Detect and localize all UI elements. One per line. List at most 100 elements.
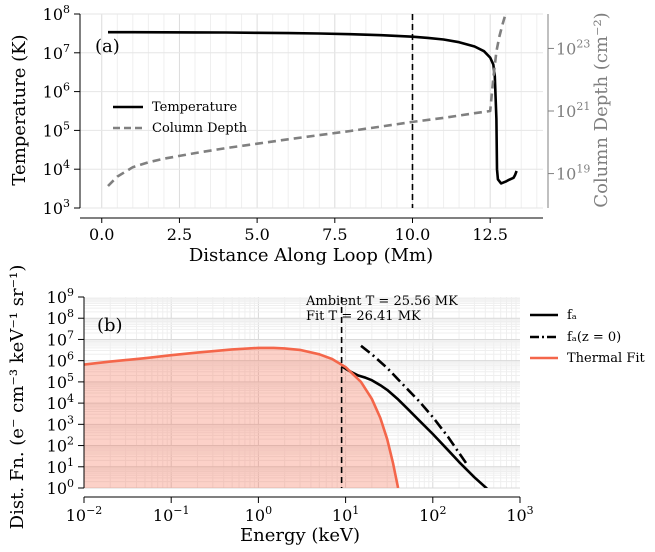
panel-b-x-tick-label-base: 10 [153, 506, 173, 525]
panel-b-x-tick-label: 10−2 [66, 504, 103, 525]
panel-a-y-tick-label: 107 [43, 42, 70, 63]
panel-a-y-tick-label-exponent: 7 [63, 42, 70, 55]
panel-b-x-tick-label-base: 10 [66, 506, 86, 525]
legend-column-depth-label: Column Depth [152, 121, 248, 136]
panel-b-y-tick-label-base: 10 [47, 415, 67, 434]
panel-a-right-tick-label-exponent: 23 [576, 37, 590, 50]
panel-a-series-line-temperature [108, 30, 518, 185]
panel-a-right-tick-label: 1019 [556, 163, 590, 184]
legend-temperature-label: Temperature [152, 100, 237, 115]
panel-a-y-tick-label-base: 10 [43, 44, 63, 63]
panel-b-y-tick-label-base: 10 [47, 394, 67, 413]
panel-a-y-tick-label-base: 10 [43, 83, 63, 102]
panel-b-y-tick-label-base: 10 [47, 373, 67, 392]
panel-a-series-line-column-depth [107, 14, 507, 187]
panel-a-y-axis-label: Temperature (K) [9, 34, 30, 185]
panel-a-x-tick-label: 5.0 [244, 225, 269, 244]
panel-a-x-tick-label: 2.5 [167, 225, 192, 244]
panel-a-right-tick-label-base: 10 [556, 39, 576, 58]
panel-a-right-tick-label: 1023 [556, 37, 590, 58]
panel-b-x-tick-label: 101 [332, 504, 359, 525]
panel-b-y-tick-label-base: 10 [47, 437, 67, 456]
panel-a-grid [80, 13, 543, 209]
panel-b-y-tick-label-exponent: 8 [67, 307, 74, 320]
panel-a-right-tick-label: 1021 [556, 100, 590, 121]
panel-b-ticks: 10−2 10−1 100 101 102 10310010110210310410510… [47, 286, 534, 525]
panel-b-y-tick-label: 108 [47, 307, 74, 328]
panel-b-x-tick-label-base: 10 [332, 506, 352, 525]
panel-a-x-tick-label: 12.5 [472, 225, 508, 244]
panel-b-y-tick-label-exponent: 1 [67, 456, 74, 469]
panel-b-x-tick-label: 10−1 [153, 504, 190, 525]
panel-b-label: (b) [97, 315, 123, 336]
panel-a-legend: Temperature Column Depth [113, 100, 248, 136]
panel-b-y-tick-label-exponent: 4 [67, 392, 74, 405]
panel-a-y-tick-label: 108 [43, 3, 70, 24]
panel-b-y-axis-label: Dist. Fn. (e⁻ cm⁻³ keV⁻¹ sr⁻¹) [7, 265, 28, 530]
panel-b-y-tick-label: 106 [47, 350, 74, 371]
panel-b-y-tick-label: 101 [47, 456, 74, 477]
panel-b-y-tick-label-exponent: 3 [67, 413, 74, 426]
panel-a-y-tick-label-exponent: 5 [63, 119, 70, 132]
panel-a-right-tick-label-exponent: 21 [576, 100, 590, 113]
panel-a-x-axis-label: Distance Along Loop (Mm) [189, 245, 433, 266]
panel-a-x-tick-label: 7.5 [322, 225, 347, 244]
panel-a-y-tick-label-base: 10 [43, 121, 63, 140]
panel-b-x-tick-label-exponent: 1 [352, 504, 359, 517]
panel-a-y-tick-label-exponent: 3 [63, 197, 70, 210]
panel-b-y-tick-label-exponent: 9 [67, 286, 74, 299]
panel-a-right-tick-label-base: 10 [556, 165, 576, 184]
panel-b-y-tick-label: 104 [47, 392, 74, 413]
panel-b-y-tick-label-base: 10 [47, 309, 67, 328]
legend-fa-label: fₐ [567, 308, 577, 323]
panel-a-y-tick-label-base: 10 [43, 5, 63, 24]
panel-b-x-tick-label-exponent: 2 [439, 504, 446, 517]
panel-b-series-line [84, 346, 400, 488]
panel-b-y-tick-label-base: 10 [47, 458, 67, 477]
panel-a-x-tick-label: 0.0 [89, 225, 114, 244]
panel-b-y-tick-label: 107 [47, 328, 74, 349]
panel-b-y-tick-label: 100 [47, 477, 74, 498]
annotation-fit-temperature: Fit T = 26.41 MK [306, 309, 421, 324]
panel-a-y-tick-label-exponent: 6 [63, 81, 70, 94]
panel-a-series [107, 14, 518, 187]
panel-b-y-tick-label-base: 10 [47, 288, 67, 307]
panel-b-y-tick-label-base: 10 [47, 479, 67, 498]
panel-b-y-tick-label-base: 10 [47, 330, 67, 349]
panel-b-y-tick-label-exponent: 7 [67, 328, 74, 341]
panel-b-x-tick-label-exponent: 3 [527, 504, 534, 517]
panel-b-y-tick-label-exponent: 5 [67, 371, 74, 384]
panel-a-plot-area [80, 14, 543, 208]
panel-b-grid [83, 297, 520, 489]
panel-b-legend: fₐ fₐ(z = 0) Thermal Fit [530, 308, 645, 366]
panel-a-y-tick-label: 105 [43, 119, 70, 140]
panel-a-x-tick-label: 10.0 [395, 225, 431, 244]
panel-b-x-tick-label-base: 10 [506, 506, 526, 525]
legend-fa-z0-label: fₐ(z = 0) [567, 330, 621, 345]
panel-b-x-tick-label-base: 10 [419, 506, 439, 525]
panel-b-y-tick-label: 105 [47, 371, 74, 392]
panel-a-y-tick-label-exponent: 8 [63, 3, 70, 16]
panel-a-y-tick-label-base: 10 [43, 160, 63, 179]
panel-a-y-tick-label: 106 [43, 81, 70, 102]
panel-a-right-tick-label-base: 10 [556, 102, 576, 121]
panel-a-y-tick-label-base: 10 [43, 199, 63, 218]
panel-b-x-tick-label-exponent: −2 [86, 504, 102, 517]
panel-b-x-tick-label: 102 [419, 504, 446, 525]
panel-b-y-tick-label-base: 10 [47, 352, 67, 371]
panel-b-y-tick-label: 103 [47, 413, 74, 434]
panel-a-y-tick-label: 103 [43, 197, 70, 218]
legend-thermal-fit-label: Thermal Fit [567, 351, 645, 366]
panel-b-y-tick-label-exponent: 6 [67, 350, 74, 363]
panel-b-x-tick-label: 103 [506, 504, 533, 525]
panel-b-y-tick-label-exponent: 0 [67, 477, 74, 490]
panel-a-y-tick-label-exponent: 4 [63, 158, 70, 171]
panel-b-y-tick-label: 102 [47, 435, 74, 456]
panel-a-label: (a) [95, 36, 120, 57]
panel-b-series [84, 344, 489, 488]
panel-a-right-tick-label-exponent: 19 [576, 163, 590, 176]
panel-b-y-tick-label-exponent: 2 [67, 435, 74, 448]
panel-a-right-axis-label: Column Depth (cm⁻²) [591, 12, 612, 207]
panel-b-x-tick-label: 100 [245, 504, 272, 525]
panel-b-x-tick-label-exponent: −1 [173, 504, 189, 517]
